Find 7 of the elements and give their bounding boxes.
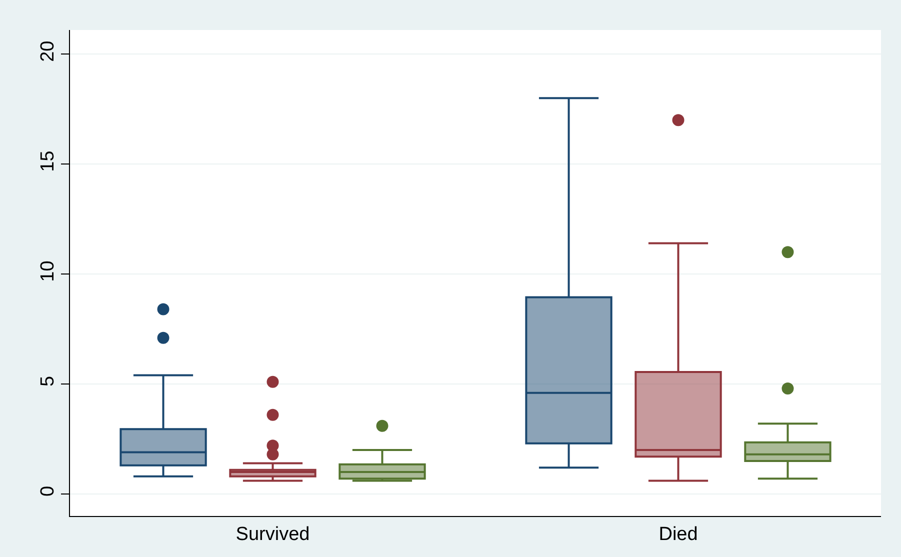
y-tick-label: 15 [37, 150, 58, 172]
y-tick-label: 0 [37, 486, 58, 496]
y-tick-label: 10 [37, 260, 58, 282]
y-tick-label: 20 [37, 40, 58, 62]
y-tick-label: 5 [37, 376, 58, 386]
x-tick-label: Died [658, 524, 698, 545]
x-tick-label: Survived [236, 524, 310, 545]
